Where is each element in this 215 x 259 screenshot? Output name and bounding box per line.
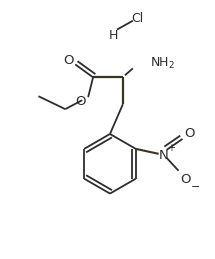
- Text: +: +: [167, 143, 175, 153]
- Text: O: O: [180, 173, 191, 186]
- Text: N: N: [159, 149, 169, 162]
- Text: O: O: [75, 95, 85, 108]
- Text: O: O: [184, 127, 195, 140]
- Text: NH$_2$: NH$_2$: [150, 56, 175, 71]
- Text: H: H: [108, 29, 118, 42]
- Text: O: O: [63, 54, 74, 67]
- Text: −: −: [191, 182, 200, 192]
- Text: Cl: Cl: [132, 12, 144, 25]
